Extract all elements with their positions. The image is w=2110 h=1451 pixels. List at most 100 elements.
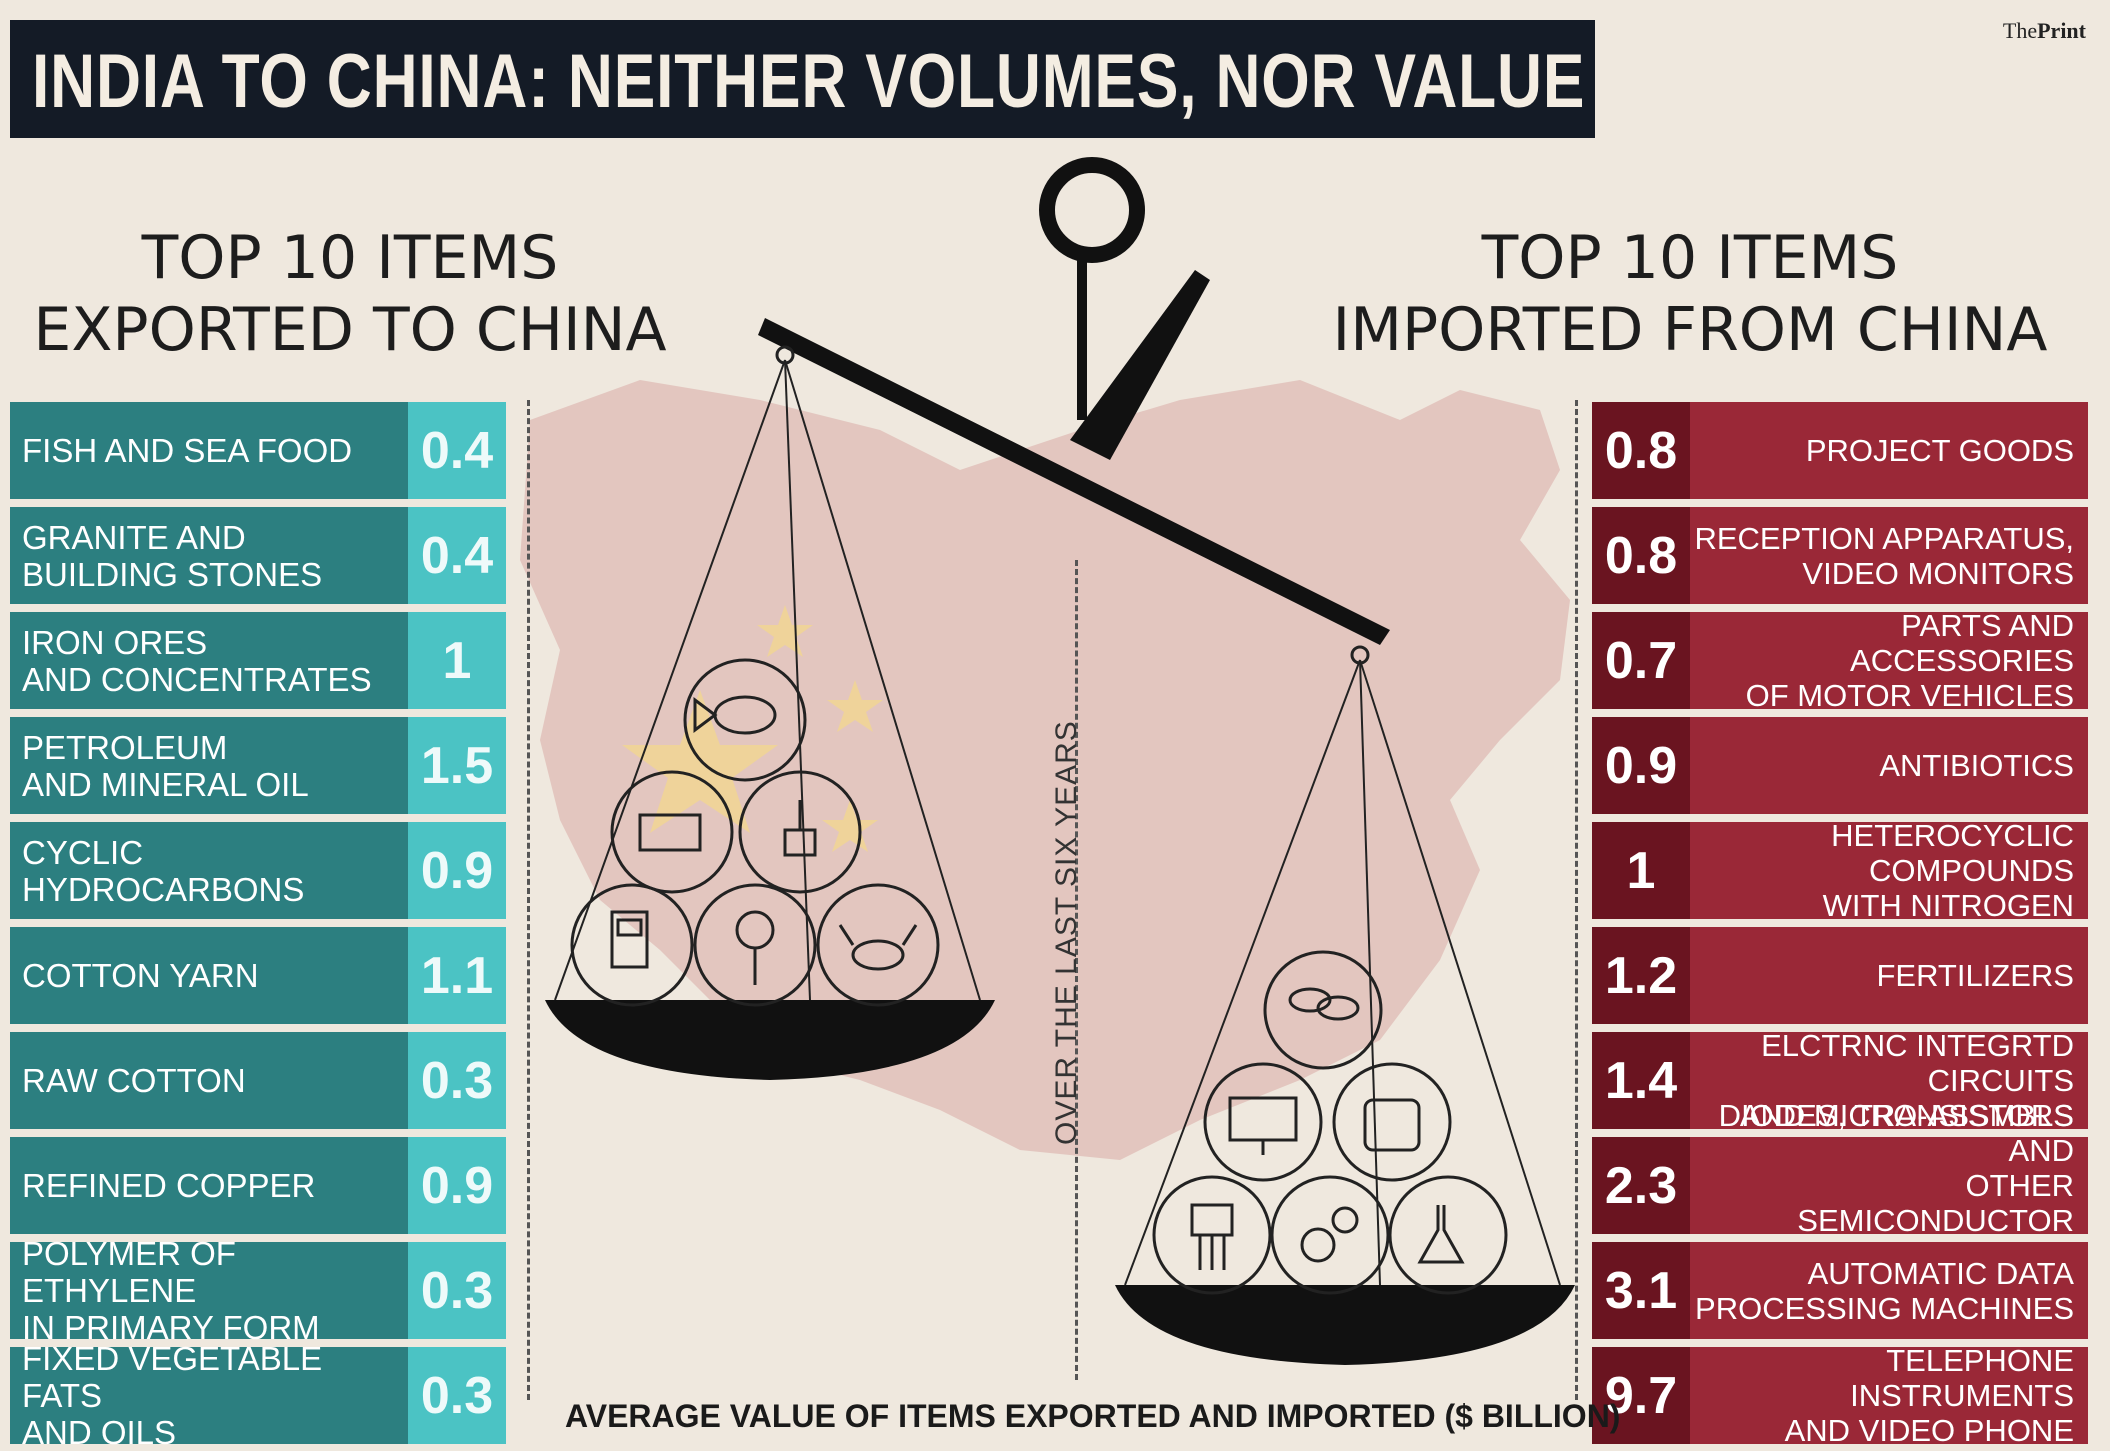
scale-pointer bbox=[1070, 270, 1210, 460]
export-item-label-line: PETROLEUM bbox=[22, 728, 228, 766]
export-item-value: 0.9 bbox=[408, 822, 506, 919]
export-item-value: 0.4 bbox=[408, 507, 506, 604]
pills-icon bbox=[1263, 950, 1383, 1070]
import-item-label-line: RECEPTION APPARATUS, bbox=[1694, 520, 2074, 556]
export-row: IRON ORES AND CONCENTRATES 1 bbox=[10, 612, 506, 709]
export-item-label-line: BUILDING STONES bbox=[22, 555, 323, 593]
import-row: 1 HETEROCYCLIC COMPOUNDS WITH NITROGEN bbox=[1592, 818, 2088, 923]
import-item-label-line: ANTIBIOTICS bbox=[1879, 748, 2074, 783]
export-item-value: 1 bbox=[408, 612, 506, 709]
exports-heading-line2: EXPORTED TO CHINA bbox=[33, 295, 667, 365]
fertilizer-bag-icon bbox=[1332, 1062, 1452, 1182]
import-row: 2.3 DIODES, TRANSISTORS AND OTHER SEMICOND… bbox=[1592, 1098, 2088, 1273]
import-item-value: 1 bbox=[1592, 822, 1690, 919]
gears-icon bbox=[1270, 1175, 1390, 1295]
export-item-value: 0.3 bbox=[408, 1032, 506, 1129]
import-item-value: 0.8 bbox=[1592, 507, 1690, 604]
import-item-value: 0.7 bbox=[1592, 612, 1690, 709]
import-row: 1.2 FERTILIZERS bbox=[1592, 927, 2088, 1024]
import-row: 9.7 TELEPHONE INSTRUMENTS AND VIDEO PHONE bbox=[1592, 1343, 2088, 1448]
map-star-small bbox=[822, 800, 878, 852]
import-item-label-line: TELEPHONE INSTRUMENTS bbox=[1850, 1343, 2074, 1413]
export-item-label-line: IN PRIMARY FORM bbox=[22, 1309, 320, 1346]
export-item-label-line: RAW COTTON bbox=[22, 1062, 246, 1099]
export-item-label-line: COTTON YARN bbox=[22, 957, 259, 994]
import-item-label: TELEPHONE INSTRUMENTS AND VIDEO PHONE bbox=[1690, 1343, 2088, 1448]
cotton-icon bbox=[693, 883, 817, 1007]
export-item-label: COTTON YARN bbox=[10, 927, 408, 1024]
export-item-label-line: REFINED COPPER bbox=[22, 1167, 316, 1204]
import-row: 0.8 PROJECT GOODS bbox=[1592, 402, 2088, 499]
import-item-label-line: AND MICRO-ASSMBLS bbox=[1739, 1098, 2074, 1133]
right-divider bbox=[1575, 400, 1578, 1400]
brand-name: Print bbox=[2037, 18, 2086, 43]
export-item-label: IRON ORES AND CONCENTRATES bbox=[10, 612, 408, 709]
export-item-label-line: GRANITE AND bbox=[22, 518, 246, 556]
export-item-value: 0.4 bbox=[408, 402, 506, 499]
import-item-label-line: AND VIDEO PHONE bbox=[1784, 1413, 2074, 1448]
export-item-label: CYCLIC HYDROCARBONS bbox=[10, 822, 408, 919]
export-row: GRANITE AND BUILDING STONES 0.4 bbox=[10, 507, 506, 604]
export-item-value: 1.5 bbox=[408, 717, 506, 814]
export-item-label-line: AND MINERAL OIL bbox=[22, 765, 309, 803]
imports-heading: TOP 10 ITEMS IMPORTED FROM CHINA bbox=[1270, 222, 2110, 366]
import-item-value: 1.2 bbox=[1592, 927, 1690, 1024]
export-item-label: GRANITE AND BUILDING STONES bbox=[10, 507, 408, 604]
period-label: OVER THE LAST SIX YEARS bbox=[1050, 720, 1083, 1145]
export-item-label-line: POLYMER OF ETHYLENE bbox=[22, 1235, 236, 1309]
import-item-label-line: PARTS AND ACCESSORIES bbox=[1850, 608, 2074, 678]
import-row: 3.1 AUTOMATIC DATA PROCESSING MACHINES bbox=[1592, 1242, 2088, 1339]
export-row: PETROLEUM AND MINERAL OIL 1.5 bbox=[10, 717, 506, 814]
scale-ring bbox=[1039, 157, 1145, 263]
fish-icon bbox=[683, 658, 807, 782]
import-row: 0.9 ANTIBIOTICS bbox=[1592, 717, 2088, 814]
import-item-value: 1.4 bbox=[1592, 1032, 1690, 1129]
export-item-value: 0.3 bbox=[408, 1242, 506, 1339]
export-row: FIXED VEGETABLE FATS AND OILS 0.3 bbox=[10, 1340, 506, 1451]
import-item-label-line: PROCESSING MACHINES bbox=[1695, 1290, 2074, 1326]
import-item-label: RECEPTION APPARATUS, VIDEO MONITORS bbox=[1690, 507, 2088, 604]
export-item-label: PETROLEUM AND MINERAL OIL bbox=[10, 717, 408, 814]
export-item-label-line: AND OILS bbox=[22, 1414, 177, 1451]
export-item-value: 0.9 bbox=[408, 1137, 506, 1234]
right-pan bbox=[1115, 1285, 1575, 1365]
monitor-icon bbox=[1203, 1062, 1323, 1182]
plug-plant-icon bbox=[738, 770, 862, 894]
export-row: FISH AND SEA FOOD 0.4 bbox=[10, 402, 506, 499]
export-item-value: 1.1 bbox=[408, 927, 506, 1024]
import-item-label-line: ELCTRNC INTEGRTD CIRCUITS bbox=[1761, 1028, 2074, 1098]
export-item-label: FIXED VEGETABLE FATS AND OILS bbox=[10, 1340, 408, 1451]
export-row: POLYMER OF ETHYLENE IN PRIMARY FORM 0.3 bbox=[10, 1235, 506, 1346]
transistor-icon bbox=[1152, 1175, 1272, 1295]
import-item-label: PROJECT GOODS bbox=[1690, 402, 2088, 499]
import-item-value: 3.1 bbox=[1592, 1242, 1690, 1339]
left-pan bbox=[545, 1000, 995, 1080]
import-item-label: ANTIBIOTICS bbox=[1690, 717, 2088, 814]
import-item-value: 2.3 bbox=[1592, 1137, 1690, 1234]
export-item-label: RAW COTTON bbox=[10, 1032, 408, 1129]
export-row: CYCLIC HYDROCARBONS 0.9 bbox=[10, 822, 506, 919]
chart-footnote: AVERAGE VALUE OF ITEMS EXPORTED AND IMPO… bbox=[565, 1398, 1621, 1434]
export-item-value: 0.3 bbox=[408, 1347, 506, 1444]
export-row: REFINED COPPER 0.9 bbox=[10, 1137, 506, 1234]
exports-heading-line1: TOP 10 ITEMS bbox=[141, 223, 559, 293]
import-item-label: AUTOMATIC DATA PROCESSING MACHINES bbox=[1690, 1242, 2088, 1339]
import-item-label-line: FERTILIZERS bbox=[1876, 958, 2074, 993]
export-row: COTTON YARN 1.1 bbox=[10, 927, 506, 1024]
import-item-label-line: DIODES, TRANSISTORS AND bbox=[1718, 1098, 2074, 1168]
import-item-label-line: WITH NITROGEN bbox=[1822, 888, 2074, 923]
import-item-value: 9.7 bbox=[1592, 1347, 1690, 1444]
brand-logo: ThePrint bbox=[2003, 18, 2086, 44]
export-item-label-line: FIXED VEGETABLE FATS bbox=[22, 1340, 323, 1414]
import-item-label-line: AUTOMATIC DATA bbox=[1807, 1255, 2074, 1291]
export-item-label: FISH AND SEA FOOD bbox=[10, 402, 408, 499]
export-item-label: REFINED COPPER bbox=[10, 1137, 408, 1234]
map-star-small bbox=[827, 680, 883, 732]
export-item-label: POLYMER OF ETHYLENE IN PRIMARY FORM bbox=[10, 1235, 408, 1346]
import-row: 0.8 RECEPTION APPARATUS, VIDEO MONITORS bbox=[1592, 507, 2088, 604]
exports-heading: TOP 10 ITEMS EXPORTED TO CHINA bbox=[0, 222, 700, 366]
export-item-label-line: AND CONCENTRATES bbox=[22, 660, 372, 698]
export-item-label-line: IRON ORES bbox=[22, 623, 208, 661]
import-item-label: DIODES, TRANSISTORS AND OTHER SEMICONDUCT… bbox=[1690, 1098, 2088, 1273]
